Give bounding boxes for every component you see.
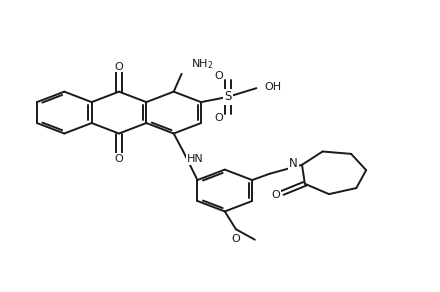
Text: O: O	[231, 234, 240, 244]
Text: O: O	[272, 190, 281, 200]
Text: O: O	[114, 62, 123, 72]
Text: S: S	[224, 91, 231, 103]
Text: O: O	[215, 113, 224, 123]
Text: O: O	[215, 71, 224, 81]
Text: N: N	[289, 157, 297, 171]
Text: HN: HN	[187, 154, 203, 164]
Text: OH: OH	[264, 82, 282, 92]
Text: NH$_2$: NH$_2$	[191, 57, 214, 71]
Text: O: O	[114, 154, 123, 164]
